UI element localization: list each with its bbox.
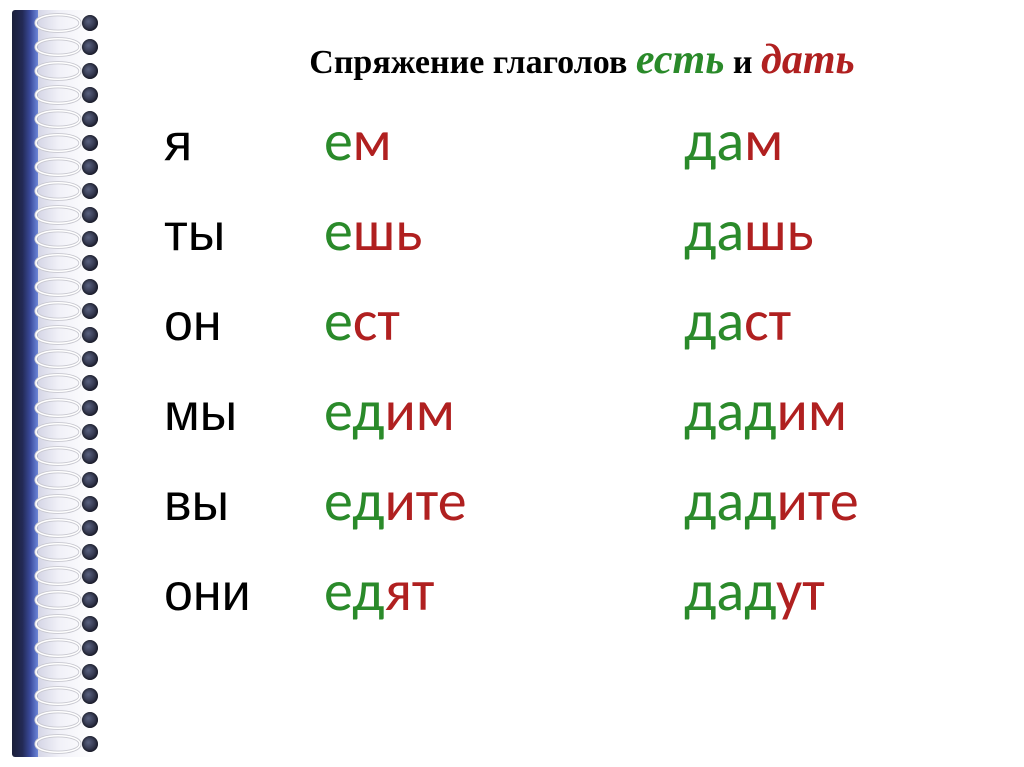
stem-green: ед [324, 375, 384, 446]
ending-red: ст [353, 285, 400, 356]
title-prefix: Спряжение глаголов [309, 44, 636, 81]
stem-green: дад [684, 465, 777, 536]
binding-ring [54, 663, 94, 681]
pronoun: он [164, 297, 324, 349]
stem-green: да [684, 105, 744, 176]
conjugation-row: мыедимдадим [164, 382, 1004, 440]
verb-left: ем [324, 112, 684, 170]
conjugation-row: выедитедадите [164, 472, 1004, 530]
conjugation-table: яемдамтыешьдашьонестдастмыедимдадимвыеди… [160, 112, 1004, 620]
binding-ring [54, 615, 94, 633]
binding-ring [54, 567, 94, 585]
binding-ring [54, 350, 94, 368]
binding-rings [54, 14, 88, 753]
binding-ring [54, 399, 94, 417]
title-verb-est: есть [636, 37, 725, 83]
pronoun: вы [164, 477, 324, 529]
ending-red: шь [353, 195, 423, 266]
verb-right: дадите [684, 472, 859, 530]
binding-ring [54, 134, 94, 152]
binding-ring [54, 735, 94, 753]
conjugation-row: тыешьдашь [164, 202, 1004, 260]
title-verb-dat: дать [761, 37, 855, 83]
ending-red: м [744, 105, 783, 176]
ending-red: им [777, 375, 848, 446]
page-title: Спряжение глаголов есть и дать [160, 36, 1004, 84]
binding-ring [54, 302, 94, 320]
verb-left: ест [324, 292, 684, 350]
binding-ring [54, 639, 94, 657]
ending-red: ите [777, 465, 859, 536]
binding-ring [54, 206, 94, 224]
content-area: Спряжение глаголов есть и дать яемдамтые… [120, 0, 1024, 767]
conjugation-row: яемдам [164, 112, 1004, 170]
ending-red: ите [384, 465, 466, 536]
binding-ring [54, 687, 94, 705]
binding-ring [54, 14, 94, 32]
conjugation-row: ониедятдадут [164, 562, 1004, 620]
ending-red: ст [744, 285, 791, 356]
binding-ring [54, 110, 94, 128]
binding-ring [54, 278, 94, 296]
ending-red: ят [384, 555, 434, 626]
binding-ring [54, 423, 94, 441]
ending-red: м [353, 105, 392, 176]
binding-ring [54, 158, 94, 176]
verb-right: дам [684, 112, 783, 170]
binding-ring [54, 62, 94, 80]
binding-ring [54, 591, 94, 609]
verb-left: едите [324, 472, 684, 530]
binding-ring [54, 326, 94, 344]
conjugation-row: онестдаст [164, 292, 1004, 350]
stem-green: ед [324, 465, 384, 536]
stem-green: ед [324, 555, 384, 626]
title-connector: и [724, 44, 761, 81]
binding-ring [54, 38, 94, 56]
pronoun: ты [164, 207, 324, 259]
binding-ring [54, 519, 94, 537]
binding-ring [54, 374, 94, 392]
ending-red: шь [744, 195, 814, 266]
stem-green: да [684, 195, 744, 266]
binding-ring [54, 230, 94, 248]
stem-green: да [684, 285, 744, 356]
verb-left: едим [324, 382, 684, 440]
binding-ring [54, 471, 94, 489]
ending-red: им [384, 375, 455, 446]
stem-green: е [324, 285, 353, 356]
stem-green: дад [684, 375, 777, 446]
stem-green: дад [684, 555, 776, 626]
pronoun: мы [164, 387, 324, 439]
binding-ring [54, 711, 94, 729]
verb-right: даст [684, 292, 791, 350]
binding-ring [54, 495, 94, 513]
ending-red: ут [776, 555, 825, 626]
binding-ring [54, 254, 94, 272]
verb-right: дашь [684, 202, 814, 260]
stem-green: е [324, 195, 353, 266]
verb-right: дадут [684, 562, 825, 620]
binding-ring [54, 447, 94, 465]
stem-green: е [324, 105, 353, 176]
page-root: Спряжение глаголов есть и дать яемдамтые… [0, 0, 1024, 767]
binding-ring [54, 182, 94, 200]
pronoun: я [164, 117, 324, 169]
verb-right: дадим [684, 382, 847, 440]
verb-left: ешь [324, 202, 684, 260]
verb-left: едят [324, 562, 684, 620]
pronoun: они [164, 567, 324, 619]
binding-ring [54, 86, 94, 104]
spiral-binding [0, 0, 120, 767]
binding-ring [54, 543, 94, 561]
